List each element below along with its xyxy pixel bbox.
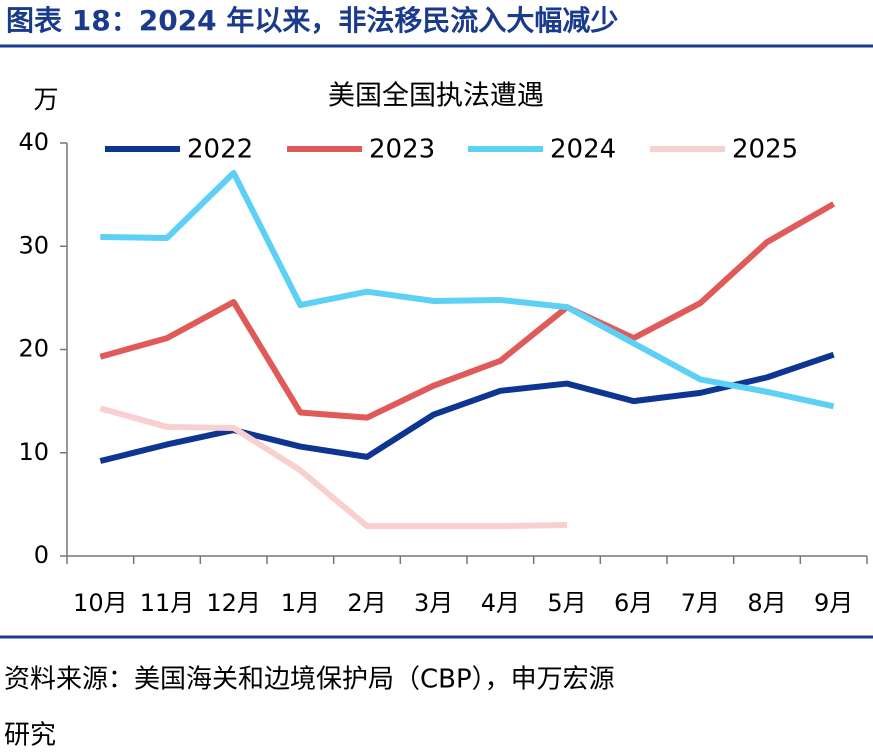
x-tick-label: 6月 (614, 589, 653, 617)
y-tick-label: 10 (18, 438, 49, 466)
series-line (100, 169, 835, 410)
chart-title: 美国全国执法遭遇 (328, 81, 544, 112)
y-tick-label: 30 (18, 231, 49, 259)
legend-label: 2022 (187, 135, 253, 165)
source-text: 研究 (4, 721, 56, 751)
series-line (99, 351, 835, 464)
y-tick-label: 40 (18, 128, 49, 156)
legend-label: 2023 (369, 135, 435, 165)
x-tick-label: 1月 (281, 589, 320, 617)
x-tick-label: 11月 (140, 589, 195, 617)
x-tick-label: 4月 (481, 589, 520, 617)
legend-label: 2024 (550, 135, 616, 165)
y-tick-label: 0 (34, 541, 49, 569)
x-tick-label: 3月 (414, 589, 453, 617)
page-title: 图表 18：2024 年以来，非法移民流入大幅减少 (6, 4, 618, 37)
y-tick-label: 20 (18, 335, 49, 363)
series-line (99, 405, 568, 530)
x-tick-label: 9月 (814, 589, 853, 617)
x-tick-label: 8月 (747, 589, 786, 617)
series-line (99, 201, 836, 421)
x-tick-label: 5月 (547, 589, 586, 617)
legend-label: 2025 (732, 135, 798, 165)
x-tick-label: 7月 (681, 589, 720, 617)
x-tick-label: 12月 (206, 589, 261, 617)
source-text: 资料来源：美国海关和边境保护局（CBP），申万宏源 (4, 665, 615, 695)
x-tick-label: 2月 (347, 589, 386, 617)
x-tick-label: 10月 (73, 589, 128, 617)
y-axis-label: 万 (33, 85, 58, 114)
